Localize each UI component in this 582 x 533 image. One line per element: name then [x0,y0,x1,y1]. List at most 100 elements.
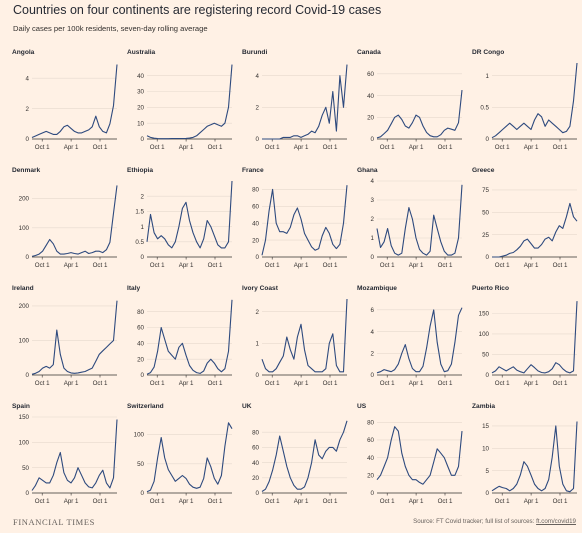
y-tick-label: 0 [26,254,30,261]
y-tick-label: 20 [137,105,144,112]
x-tick-label: Oct 1 [380,498,395,505]
panel-dr-congo: DR Congo 0 0.5 1 Oct 1 Apr 1 Oct 1 [472,49,578,151]
panel-puerto-rico: Puerto Rico 0 50 100 150 Oct 1 Apr 1 Oct 1 [472,285,578,387]
y-tick-label: 20 [367,114,374,121]
x-tick-label: Apr 1 [524,262,539,269]
y-tick-label: 25 [482,232,489,239]
panel-title: Australia [127,49,156,56]
series-line-ireland [31,300,118,375]
x-tick-label: Oct 1 [553,498,568,505]
x-tick-label: Oct 1 [265,380,280,387]
panel-title: UK [242,403,252,410]
x-tick-label: Apr 1 [64,380,79,387]
y-tick-label: 1 [141,224,145,231]
y-tick-label: 0.5 [135,239,144,246]
panel-uk: UK 0 20 40 60 80 Oct 1 Apr 1 Oct 1 [242,403,348,505]
page-title: Countries on four continents are registe… [13,3,382,17]
panel-title: Spain [12,403,30,410]
series-line-uk [261,420,348,492]
y-tick-label: 200 [19,303,30,310]
y-tick-label: 1 [486,73,490,80]
panel-title: Denmark [12,167,41,174]
panel-switzerland: Switzerland 0 50 100 Oct 1 Apr 1 Oct 1 [127,403,233,505]
x-tick-label: Apr 1 [294,144,309,151]
series-line-italy [146,299,233,375]
series-line-denmark [31,185,118,257]
series-line-dr-congo [491,62,578,139]
panel-ireland: Ireland 0 100 200 Oct 1 Apr 1 Oct 1 [12,285,118,387]
panel-angola: Angola 0 2 4 Oct 1 Apr 1 Oct 1 [12,49,118,151]
y-tick-label: 6 [371,307,375,314]
y-tick-label: 4 [26,75,30,82]
panel-title: Mozambique [357,285,397,292]
x-tick-label: Apr 1 [294,262,309,269]
x-tick-label: Oct 1 [553,262,568,269]
y-tick-label: 5 [486,468,490,475]
y-tick-label: 0 [486,136,490,143]
x-tick-label: Apr 1 [409,498,424,505]
panel-burundi: Burundi 0 2 4 Oct 1 Apr 1 Oct 1 [242,49,348,151]
x-tick-label: Oct 1 [93,144,108,151]
x-tick-label: Oct 1 [208,262,223,269]
panel-canada: Canada 0 20 40 60 Oct 1 Apr 1 Oct 1 [357,49,463,151]
y-tick-label: 0 [141,372,145,379]
x-tick-label: Apr 1 [294,498,309,505]
y-tick-label: 15 [482,423,489,430]
y-tick-label: 0.5 [480,105,489,112]
y-tick-label: 10 [482,445,489,452]
y-tick-label: 0 [371,490,375,497]
panel-france: France 0 20 40 60 80 Oct 1 Apr 1 Oct 1 [242,167,348,269]
y-tick-label: 50 [482,352,489,359]
series-line-switzerland [146,422,233,493]
panel-title: US [357,403,367,410]
y-tick-label: 0 [256,136,260,143]
panel-ethiopia: Ethiopia 0 0.5 1 1.5 2 Oct 1 Apr 1 Oct 1 [127,167,233,269]
x-tick-label: Apr 1 [409,262,424,269]
y-tick-label: 40 [367,93,374,100]
x-tick-label: Apr 1 [179,498,194,505]
y-tick-label: 100 [19,225,30,232]
y-tick-label: 60 [252,204,259,211]
x-tick-label: Oct 1 [380,262,395,269]
y-tick-label: 100 [134,432,145,439]
source-link[interactable]: ft.com/covid19 [536,518,576,525]
x-tick-label: Apr 1 [64,262,79,269]
y-tick-label: 0 [486,490,490,497]
y-tick-label: 30 [137,89,144,96]
x-tick-label: Oct 1 [495,262,510,269]
x-tick-label: Oct 1 [208,144,223,151]
y-tick-label: 0 [486,254,490,261]
y-tick-label: 80 [137,309,144,316]
x-tick-label: Oct 1 [93,498,108,505]
series-line-spain [31,419,118,491]
y-tick-label: 0 [26,136,30,143]
y-tick-label: 40 [137,341,144,348]
x-tick-label: Oct 1 [265,498,280,505]
x-tick-label: Oct 1 [380,380,395,387]
x-tick-label: Oct 1 [265,262,280,269]
x-tick-label: Apr 1 [179,262,194,269]
y-tick-label: 50 [22,465,29,472]
x-tick-label: Oct 1 [495,144,510,151]
series-line-canada [376,90,463,139]
y-tick-label: 0 [256,372,260,379]
y-tick-label: 2 [256,309,260,316]
y-tick-label: 1 [371,235,375,242]
x-tick-label: Oct 1 [208,380,223,387]
y-tick-label: 100 [479,331,490,338]
y-tick-label: 10 [137,120,144,127]
x-tick-label: Apr 1 [409,380,424,387]
page-subtitle: Daily cases per 100k residents, seven-da… [13,24,208,33]
panel-title: Angola [12,49,35,56]
y-tick-label: 0 [371,136,375,143]
x-tick-label: Oct 1 [438,498,453,505]
x-tick-label: Oct 1 [150,380,165,387]
y-tick-label: 2 [26,106,30,113]
panel-title: Ivory Coast [242,285,279,292]
x-tick-label: Apr 1 [64,498,79,505]
y-tick-label: 4 [371,329,375,336]
y-tick-label: 80 [367,420,374,427]
panel-denmark: Denmark 0 100 200 Oct 1 Apr 1 Oct 1 [12,167,118,269]
y-tick-label: 2 [141,193,145,200]
x-tick-label: Apr 1 [64,144,79,151]
